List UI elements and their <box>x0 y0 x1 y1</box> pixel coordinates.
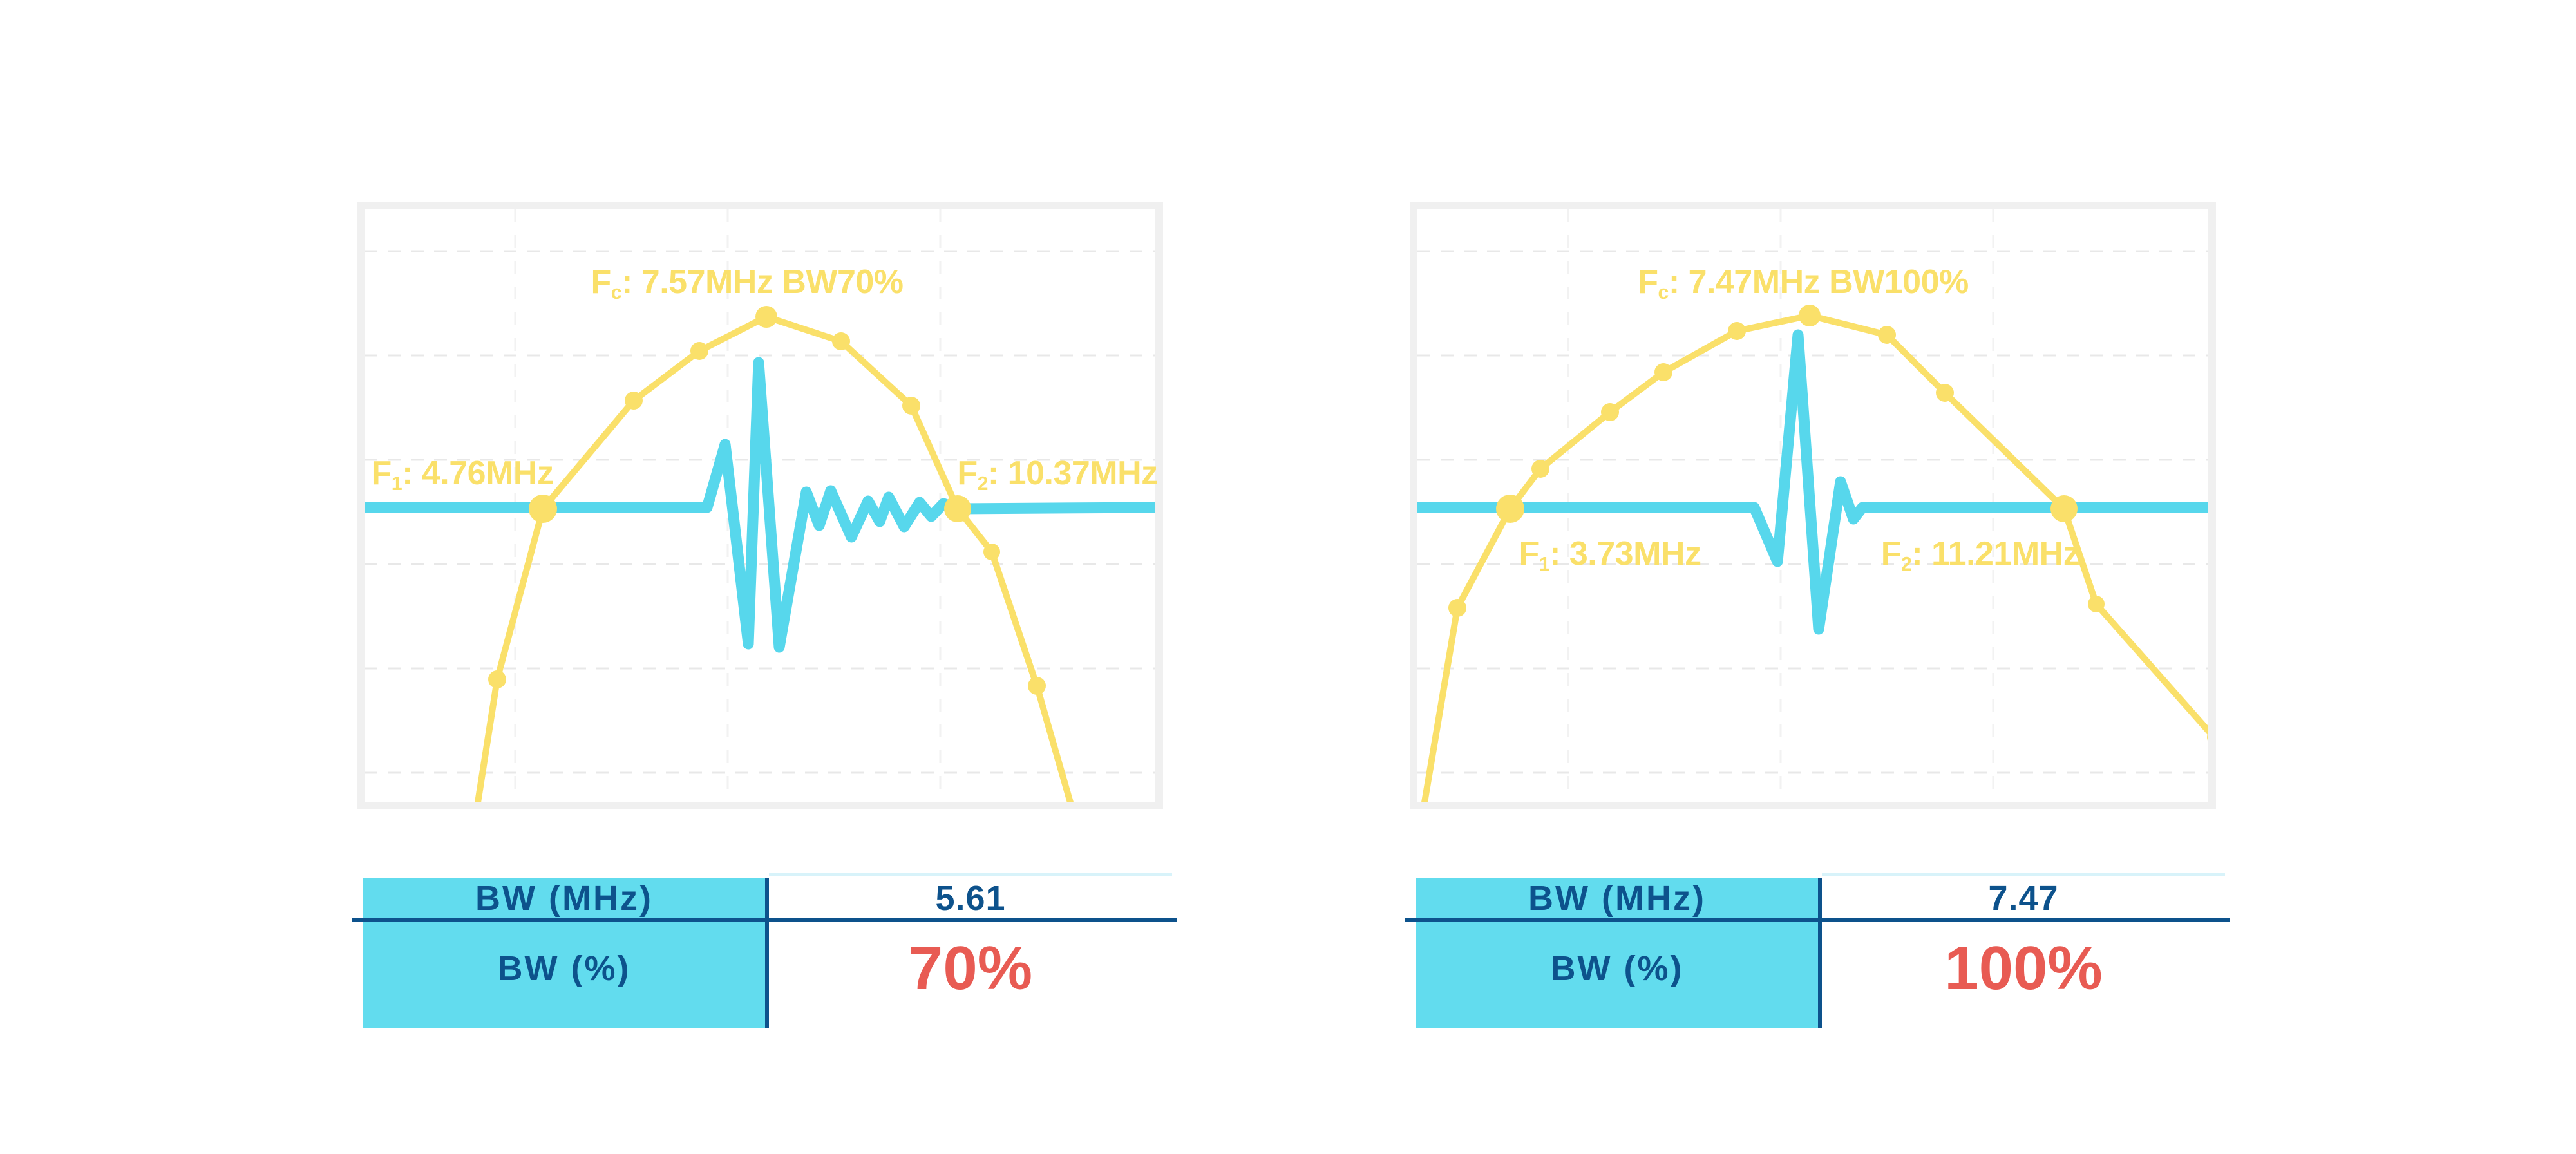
chart-70pct-table-column-divider <box>765 878 769 1028</box>
chart-70pct-plot-svg <box>365 209 1155 802</box>
chart-70pct-row-value: 70% <box>908 934 1033 1003</box>
spectrum-marker <box>1496 495 1524 523</box>
spectrum-marker <box>944 495 971 522</box>
chart-100pct-f1-label: F1: 3.73MHz <box>1519 534 1701 576</box>
chart-100pct-value-column-topline <box>1822 873 2225 876</box>
chart-100pct-f2-label: F2: 11.21MHz <box>1880 534 2080 576</box>
pulse-waveform <box>365 357 1155 653</box>
chart-70pct-f2-label-text: : 10.37MHz <box>987 454 1158 492</box>
chart-100pct-table-row-divider <box>1405 918 2230 922</box>
chart-100pct-f1-label-subscript: 1 <box>1539 554 1550 576</box>
spectrum-marker <box>488 670 506 688</box>
chart-70pct-f2-label-main: F <box>957 454 978 492</box>
chart-100pct-f2-label-subscript: 2 <box>1901 554 1912 576</box>
chart-70pct-value-column-topline <box>769 873 1172 876</box>
spectrum-marker <box>690 342 708 360</box>
chart-100pct-title-text: : 7.47MHz BW100% <box>1668 263 1969 301</box>
spectrum-curve <box>475 314 1074 802</box>
chart-100pct-title-subscript: c <box>1658 282 1669 304</box>
chart-70pct-f1-label-main: F <box>371 454 392 492</box>
spectrum-marker <box>2050 495 2078 522</box>
spectrum-marker <box>529 495 557 523</box>
pulse-waveform <box>1417 329 2208 635</box>
chart-100pct-row-label: BW (MHz) <box>1528 879 1706 918</box>
chart-100pct-table-column-divider <box>1818 878 1822 1028</box>
spectrum-marker <box>1531 460 1549 478</box>
spectrum-marker <box>1799 305 1821 326</box>
chart-70pct-f2-label-subscript: 2 <box>977 473 989 495</box>
spectrum-marker <box>1654 363 1672 381</box>
chart-70pct-title: Fc: 7.57MHz BW70% <box>591 263 904 304</box>
spectrum-marker <box>1601 403 1619 421</box>
chart-70pct-title-subscript: c <box>611 282 622 304</box>
spectrum-marker <box>625 392 643 410</box>
chart-70pct-row-label: BW (%) <box>497 949 631 988</box>
chart-70pct-row-value: 5.61 <box>935 879 1006 918</box>
chart-100pct-row-value: 100% <box>1944 934 2103 1003</box>
chart-100pct-f2-label-text: : 11.21MHz <box>1911 534 2080 572</box>
spectrum-marker <box>1728 322 1746 340</box>
chart-100pct-table-header-column <box>1416 878 1819 1028</box>
chart-70pct-title-main: F <box>591 263 611 301</box>
chart-100pct-title-main: F <box>1638 263 1658 301</box>
spectrum-marker <box>2088 596 2105 612</box>
spectrum-marker <box>1448 599 1466 617</box>
chart-70pct-title-text: : 7.57MHz BW70% <box>621 263 904 301</box>
spectrum-marker <box>1878 326 1896 344</box>
chart-100pct-row-label: BW (%) <box>1550 949 1684 988</box>
spectrum-marker <box>2207 733 2208 742</box>
spectrum-marker <box>1028 677 1046 695</box>
spectrum-marker <box>832 332 850 350</box>
chart-70pct-table-header-column <box>363 878 766 1028</box>
spectrum-marker <box>902 397 920 415</box>
chart-70pct-f1-label: F1: 4.76MHz <box>372 454 554 495</box>
spectrum-marker <box>1936 384 1954 402</box>
chart-70pct-table-row-divider <box>352 918 1177 922</box>
spectrum-marker <box>755 306 777 328</box>
chart-70pct-f1-label-text: : 4.76MHz <box>402 454 554 492</box>
chart-100pct-plot-svg <box>1417 209 2208 802</box>
chart-100pct-row-value: 7.47 <box>1988 879 2059 918</box>
chart-100pct-title: Fc: 7.47MHz BW100% <box>1638 263 1969 304</box>
chart-70pct-f1-label-subscript: 1 <box>391 473 402 495</box>
chart-100pct-f1-label-text: : 3.73MHz <box>1549 534 1701 572</box>
chart-100pct-f1-label-main: F <box>1519 534 1540 572</box>
chart-70pct-row-label: BW (MHz) <box>475 879 653 918</box>
spectrum-marker <box>983 544 1000 560</box>
chart-100pct-f2-label-main: F <box>1880 534 1902 572</box>
chart-70pct-f2-label: F2: 10.37MHz <box>957 454 1158 495</box>
